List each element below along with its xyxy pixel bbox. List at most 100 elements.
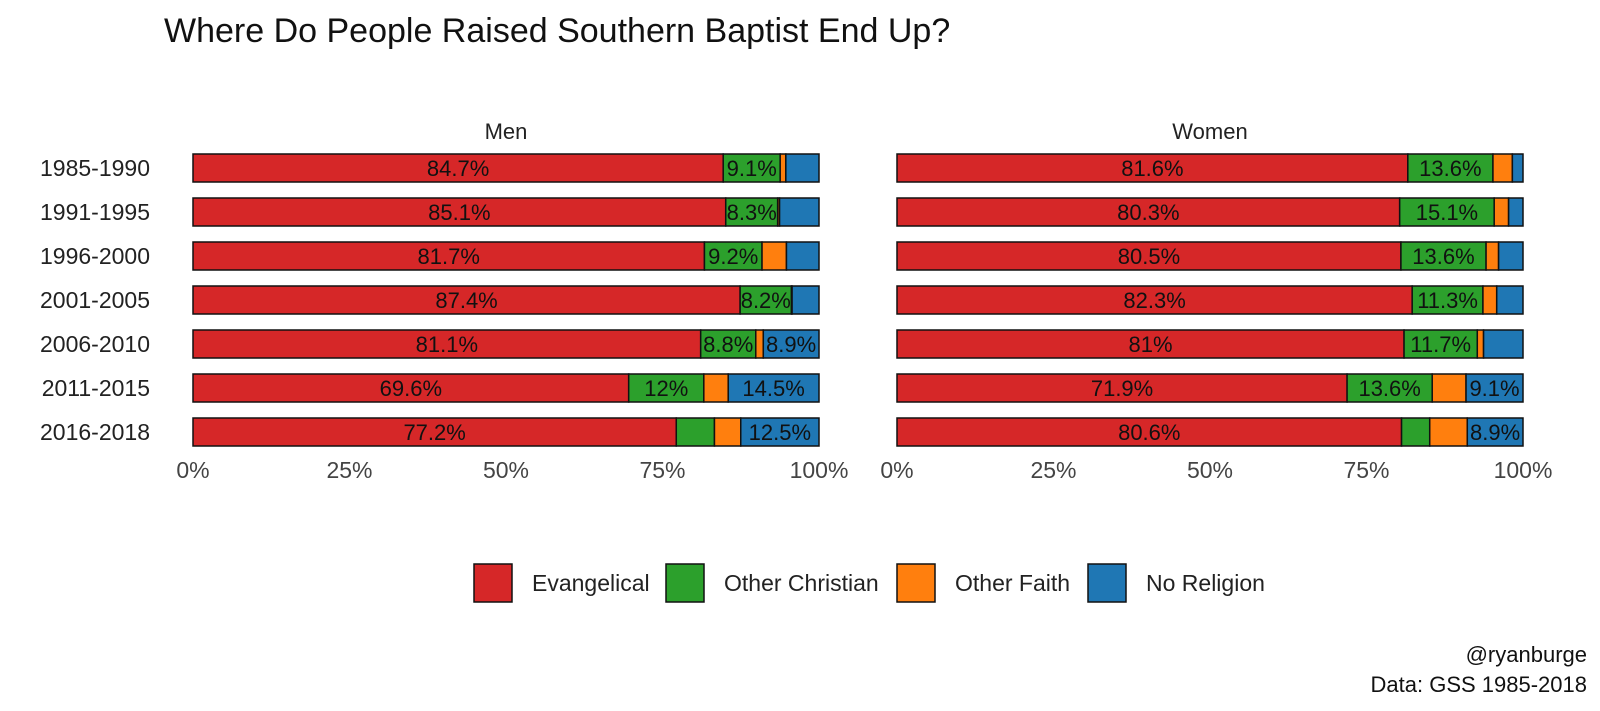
bar-segment-women-1991-1995-other-faith [1493,197,1510,227]
panel-men: Men 84.7% 9.1% 85.1% 8.3% 81.7% 9.2% 87.4% 8.2% 8… [176,119,848,483]
bar-label-men-1991-1995-other-christian: 8.3% [727,200,777,225]
bar-segment-men-1996-2000-evangelical [192,241,706,271]
facet-label-men: Men [485,119,528,144]
legend-swatch-other-christian [665,563,705,603]
bar-label-women-2011-2015-no-religion: 9.1% [1469,376,1519,401]
bar-segment-women-2006-2010-other-christian [1403,329,1479,359]
bar-segment-women-2001-2005-other-faith [1482,285,1498,315]
bar-label-women-2011-2015-evangelical: 71.9% [1091,376,1153,401]
x-tick-women-50: 50% [1187,457,1233,483]
bar-segment-men-2016-2018-no-religion [740,417,820,447]
bar-segment-women-1991-1995-no-religion [1507,197,1524,227]
bar-segment-men-2011-2015-other-christian [627,373,705,403]
panel-women: Women 81.6% 13.6% 80.3% 15.1% 80.5% 13.6% 82.3%… [880,119,1552,483]
bar-label-women-1985-1990-other-christian: 13.6% [1419,156,1481,181]
category-label-1991-1995: 1991-1995 [40,199,150,225]
bar-label-men-2011-2015-no-religion: 14.5% [742,376,804,401]
category-label-1985-1990: 1985-1990 [40,155,150,181]
bar-segment-men-1996-2000-other-christian [703,241,763,271]
legend-label-other-christian: Other Christian [724,570,879,596]
bar-segment-women-1996-2000-other-christian [1400,241,1487,271]
bar-segment-men-2016-2018-other-faith [713,417,742,447]
bar-segment-women-2016-2018-other-faith [1428,417,1469,447]
x-tick-women-75: 75% [1343,457,1389,483]
bar-segment-women-2011-2015-no-religion [1465,373,1524,403]
bar-segment-women-1991-1995-other-christian [1398,197,1495,227]
bar-segment-men-1985-1990-evangelical [192,153,724,183]
bar-segment-men-1996-2000-other-faith [761,241,788,271]
x-tick-men-50: 50% [483,457,529,483]
bar-segment-women-2011-2015-other-faith [1431,373,1467,403]
bar-segment-men-2001-2005-no-religion [791,285,820,315]
bar-label-women-2016-2018-evangelical: 80.6% [1118,420,1180,445]
category-label-2016-2018: 2016-2018 [40,419,150,445]
x-tick-men-75: 75% [639,457,685,483]
category-label-2011-2015: 2011-2015 [42,375,150,401]
facet-label-women: Women [1172,119,1247,144]
bar-segment-women-1985-1990-evangelical [896,153,1409,183]
legend-swatch-no-religion [1087,563,1127,603]
x-tick-women-25: 25% [1030,457,1076,483]
bar-label-women-1996-2000-other-christian: 13.6% [1412,244,1474,269]
bar-segment-men-1991-1995-no-religion [778,197,820,227]
bar-segment-women-2001-2005-evangelical [896,285,1413,315]
bar-segment-men-2001-2005-evangelical [192,285,741,315]
bar-label-men-1996-2000-other-christian: 9.2% [708,244,758,269]
bar-label-men-2001-2005-evangelical: 87.4% [435,288,497,313]
bar-segment-men-2006-2010-no-religion [762,329,820,359]
legend-label-no-religion: No Religion [1146,570,1265,596]
bar-segment-men-1985-1990-no-religion [785,153,820,183]
legend: Evangelical Other Christian Other Faith No … [473,563,1265,603]
bar-segment-women-2006-2010-no-religion [1482,329,1524,359]
bar-segment-men-1996-2000-no-religion [785,241,820,271]
bar-label-men-2006-2010-other-christian: 8.8% [703,332,753,357]
bar-label-women-1985-1990-evangelical: 81.6% [1121,156,1183,181]
bar-segment-men-2016-2018-evangelical [192,417,678,447]
legend-label-other-faith: Other Faith [955,570,1070,596]
category-label-2001-2005: 2001-2005 [40,287,150,313]
caption-source: Data: GSS 1985-2018 [1371,672,1587,697]
bar-label-men-2016-2018-evangelical: 77.2% [403,420,465,445]
bar-label-men-2011-2015-other-christian: 12% [644,376,688,401]
bar-label-men-2006-2010-no-religion: 8.9% [766,332,816,357]
bar-segment-women-2006-2010-other-faith [1476,329,1485,359]
bar-label-women-1991-1995-other-christian: 15.1% [1416,200,1478,225]
bar-label-men-1985-1990-evangelical: 84.7% [427,156,489,181]
legend-swatch-other-faith [896,563,936,603]
bar-segment-men-1985-1990-other-faith [779,153,787,183]
caption-author: @ryanburge [1466,642,1587,667]
x-tick-women-100: 100% [1494,457,1553,483]
bar-segment-women-2001-2005-no-religion [1495,285,1524,315]
bar-segment-men-2011-2015-evangelical [192,373,630,403]
bar-label-women-2006-2010-other-christian: 11.7% [1410,332,1471,357]
bar-label-men-2006-2010-evangelical: 81.1% [416,332,478,357]
bar-segment-women-2016-2018-other-christian [1400,417,1431,447]
bar-segment-men-2006-2010-evangelical [192,329,702,359]
x-tick-men-0: 0% [176,457,209,483]
bar-label-men-1996-2000-evangelical: 81.7% [418,244,480,269]
bar-label-women-2016-2018-no-religion: 8.9% [1470,420,1520,445]
bar-segment-men-2011-2015-no-religion [727,373,820,403]
bar-segment-women-2016-2018-no-religion [1466,417,1524,447]
bar-label-women-2001-2005-evangelical: 82.3% [1123,288,1185,313]
legend-item-evangelical: Evangelical [473,563,650,603]
bar-segment-women-1991-1995-evangelical [896,197,1401,227]
legend-swatch-evangelical [473,563,513,603]
bar-segment-women-2011-2015-other-christian [1346,373,1433,403]
bar-label-women-1991-1995-evangelical: 80.3% [1117,200,1179,225]
category-label-2006-2010: 2006-2010 [40,331,150,357]
bar-label-men-2011-2015-evangelical: 69.6% [380,376,442,401]
x-tick-women-0: 0% [880,457,913,483]
bar-segment-women-1985-1990-no-religion [1511,153,1524,183]
bar-segment-women-1985-1990-other-christian [1407,153,1494,183]
x-tick-men-100: 100% [790,457,849,483]
plot-area: 1985-1990 1991-1995 1996-2000 2001-2005 2006… [40,119,1552,483]
bar-label-men-1991-1995-evangelical: 85.1% [428,200,490,225]
bar-segment-men-2011-2015-other-faith [703,373,729,403]
bar-segment-men-1991-1995-evangelical [192,197,727,227]
x-tick-men-25: 25% [326,457,372,483]
legend-item-other-faith: Other Faith [896,563,1070,603]
bar-segment-men-2006-2010-other-faith [755,329,765,359]
bar-label-women-2011-2015-other-christian: 13.6% [1358,376,1420,401]
